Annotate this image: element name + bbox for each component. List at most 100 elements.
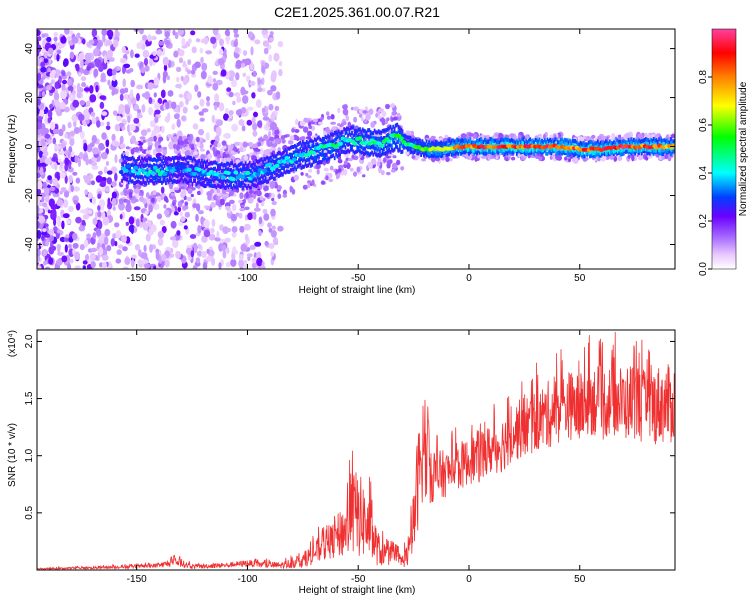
spectrogram-ridge-cell [238,179,240,184]
spectrogram-halo-cell [611,133,616,140]
spectrogram-ridge-cell [246,177,248,182]
spectrogram-halo-cell [230,143,234,150]
spectrogram-ridge-cell [301,158,304,163]
spectrogram-noise-cell [246,76,250,83]
spectrogram-noise-cell [160,186,165,194]
spectrogram-ridge-cell [169,156,171,161]
spectrogram-ridge-cell [332,153,335,158]
spectrogram-ridge-cell [179,177,182,182]
spectrogram-noise-cell [198,128,205,136]
spectrogram-noise-cell [258,216,263,225]
spectrogram-ridge-cell [280,166,283,171]
spectrogram-ridge-cell [266,179,268,184]
spectrogram-noise-cell [182,205,189,211]
spectrogram-ridge-cell [309,138,312,143]
spectrogram-noise-cell [246,253,253,258]
spectrogram-noise-cell [162,74,167,84]
spectrogram-ridge-cell [227,184,230,189]
spectrogram-noise-cell [166,75,170,81]
spectrogram-noise-cell [119,88,126,95]
spectrogram-ridge-cell [260,165,263,170]
spectrogram-noise-cell [225,261,231,268]
spectrogram-ridge-cell [260,180,263,185]
spectrogram-noise-cell [214,105,218,111]
spectrogram-noise-cell [145,233,151,242]
spectrogram-ridge-cell [383,147,385,151]
spectrogram-noise-cell [155,29,163,35]
spectrogram-noise-cell [57,219,62,227]
spectrogram-noise-cell [41,230,48,236]
spectrogram-ridge-cell [186,180,189,185]
spectrogram-noise-cell [63,190,70,198]
spectrogram-noise-cell [43,181,47,189]
spectrogram-halo-cell [381,110,387,117]
spectrogram-noise-cell [53,226,58,232]
spectrogram-halo-cell [291,128,295,133]
spectrogram-ridge-cell [380,135,383,140]
spectrogram-noise-cell [76,82,81,92]
spectrogram-ridge-cell [187,169,190,174]
spectrogram-ridge-cell [247,162,250,167]
spectrogram-noise-cell [219,38,224,47]
spectrogram-halo-cell [411,155,416,159]
spectrogram-noise-cell [161,226,167,234]
spectrogram-halo-cell [240,204,245,208]
spectrogram-halo-cell [631,154,635,162]
spectrogram-noise-cell [206,100,211,107]
spectrogram-ridge-cell [174,155,177,160]
spectrogram-ridge-cell [196,175,199,180]
spectrogram-ridge-cell [348,131,351,136]
spectrogram-ridge-cell [234,174,236,179]
spectrogram-noise-cell [267,222,272,228]
spectrogram-ridge-cell [278,168,280,173]
spectrogram-halo-cell [239,207,246,212]
spectrogram-ridge-cell [304,141,307,146]
spectrogram-noise-cell [48,47,54,55]
spectrogram-noise-cell [69,138,75,147]
spectrogram-ridge-cell [203,167,206,172]
spectrogram-ridge-cell [332,147,335,152]
spectrogram-noise-cell [89,252,96,261]
spectrogram-ridge-cell [250,169,252,174]
spectrogram-ridge-cell [166,178,169,182]
spectrogram-noise-cell [161,253,167,262]
spectrogram-ridge-cell [151,179,154,184]
spectrogram-ridge-cell [367,151,369,156]
spectrogram-ridge-cell [254,183,256,188]
spectrogram-halo-cell [328,178,334,183]
spectrogram-noise-cell [43,260,48,266]
spectrogram-noise-cell [264,240,269,246]
spectrogram-ridge-cell [387,144,389,149]
spectrogram-ridge-cell [186,155,189,160]
spectrogram-ridge-cell [271,164,274,169]
spectrogram-ridge-cell [202,183,205,188]
spectrogram-halo-cell [430,135,436,140]
spectrogram-noise-cell [62,59,68,67]
spectrogram-noise-cell [86,233,91,239]
spectrogram-ridge-cell [165,156,167,161]
spectrogram-noise-cell [201,235,208,243]
spectrogram-ridge-cell [142,164,145,168]
spectrogram-ridge-cell [135,163,138,168]
spectrogram-noise-cell [163,63,168,72]
spectrogram-ridge-cell [274,176,276,181]
spectrogram-noise-cell [115,258,122,264]
spectrogram-ridge-cell [349,126,352,131]
spectrogram-ridge-cell [275,168,278,173]
spectrogram-ridge-cell [189,178,191,183]
spectrogram-halo-cell [239,192,244,200]
spectrogram-ridge-cell [208,183,211,188]
spectrogram-noise-cell [80,209,87,214]
spectrogram-ridge-cell [331,139,333,144]
spectrogram-ridge-cell [295,167,298,172]
spectrogram-ridge-cell [139,159,142,164]
spectrogram-ridge-cell [175,161,178,166]
spectrogram-ridge-cell [319,160,321,165]
spectrogram-ridge-cell [129,156,131,161]
spectrogram-halo-cell [325,111,330,116]
spectrogram-ridge-cell [252,177,255,182]
spectrogram-noise-cell [142,34,148,41]
spectrogram-ridge-cell [393,136,396,141]
spectrogram-halo-cell [293,174,299,181]
spectrogram-noise-cell [43,58,49,64]
